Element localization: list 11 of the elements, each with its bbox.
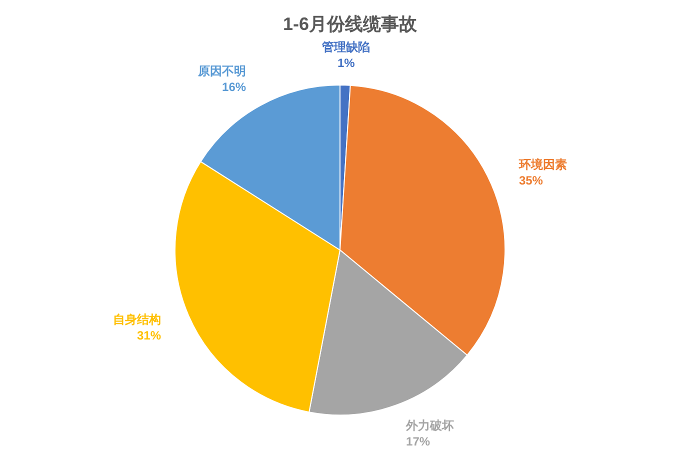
data-label: 17% [406,434,430,448]
data-label: 35% [518,174,544,188]
slice-label: 自身结构 [113,312,162,326]
slice-label: 原因不明 [197,64,246,78]
data-label: 31% [137,328,162,342]
slice-label: 管理缺陷 [321,40,370,54]
chart-title: 1-6月份线缆事故 [282,14,418,34]
data-label: 16% [222,80,246,94]
slice-label: 环境因素 [518,158,567,172]
slice-label: 外力破坏 [405,418,454,432]
data-label: 1% [337,56,356,70]
